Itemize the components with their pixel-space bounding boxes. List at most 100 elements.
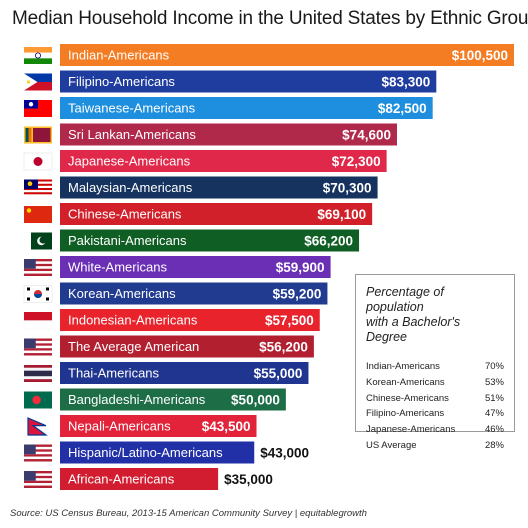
bangladesh-flag-icon [24,391,52,409]
usa-flag-icon [24,259,52,276]
japan-flag-icon [23,152,53,171]
nepal-flag-icon [27,417,48,436]
bar-label: Indonesian-Americans [68,313,198,328]
bar-row: African-Americans $35,000 [24,468,273,490]
bar-label: The Average American [68,339,199,354]
income-bar [60,441,255,464]
edu-percent: 51% [484,392,504,404]
bar-row: Korean-Americans $59,200 [23,282,328,305]
edu-row: Indian-Americans 70% [366,359,504,375]
bar-row: White-Americans $59,900 [24,256,331,278]
bar-value-label: $72,300 [332,154,381,169]
bar-row: Indian-Americans $100,500 [24,44,514,66]
edu-group: Japanese-Americans [366,424,456,436]
bar-value-label: $70,300 [323,181,372,196]
bar-row: Nepali-Americans $43,500 [27,415,257,437]
bar-row: Indonesian-Americans $57,500 [23,309,320,331]
bar-row: Hispanic/Latino-Americans $43,000 [24,441,309,464]
bar-label: Korean-Americans [68,286,176,301]
bar-row: Sri Lankan-Americans $74,600 [24,123,397,146]
bar-value-label: $83,300 [381,75,430,90]
bar-row: The Average American $56,200 [24,335,314,358]
income-bar [60,44,514,66]
bar-label: Hispanic/Latino-Americans [68,445,223,460]
income-bar [60,335,314,358]
bar-label: Japanese-Americans [68,154,191,169]
bar-label: Indian-Americans [68,48,170,63]
bar-value-label: $43,000 [260,446,309,461]
bar-value-label: $59,900 [276,260,325,275]
bar-label: Bangladeshi-Americans [68,392,206,407]
malaysia-flag-icon [24,179,52,197]
edu-percent: 47% [484,408,504,420]
bar-value-label: $59,200 [273,287,322,302]
bar-value-label: $50,000 [231,393,280,408]
bar-label: African-Americans [68,472,175,487]
chart-title: Median Household Income in the United St… [12,8,528,29]
china-flag-icon [24,206,52,223]
edu-group: Korean-Americans [366,376,445,388]
bar-row: Pakistani-Americans $66,200 [24,229,360,252]
source-note: Source: US Census Bureau, 2013-15 Americ… [10,508,367,519]
edu-percent: 28% [484,439,504,451]
bar-label: Nepali-Americans [68,419,171,434]
bar-label: Taiwanese-Americans [68,101,196,116]
income-bar [60,203,373,225]
income-bar [60,388,286,411]
bar-label: White-Americans [68,260,167,275]
edu-percent: 53% [484,376,504,388]
taiwan-flag-icon [24,100,52,117]
bar-row: Bangladeshi-Americans $50,000 [24,388,286,411]
income-bar [60,362,309,384]
income-bar [60,468,219,490]
bar-value-label: $35,000 [224,472,273,487]
edu-row: Japanese-Americans 46% [366,422,504,438]
bar-row: Malaysian-Americans $70,300 [24,176,378,199]
bar-value-label: $43,500 [202,419,251,434]
income-bar [60,415,257,437]
bachelors-degree-table: Percentage of population with a Bachelor… [355,274,515,451]
usa-flag-icon [24,444,52,462]
bar-row: Japanese-Americans $72,300 [23,150,387,172]
income-bar [60,309,320,331]
edu-row: Filipino-Americans 47% [366,406,504,422]
bar-label: Chinese-Americans [68,207,182,222]
income-bar [60,97,433,119]
income-bar [60,282,328,305]
india-flag-icon [24,47,52,64]
south-korea-flag-icon [23,285,53,303]
income-bar [60,150,387,172]
philippines-flag-icon [24,73,52,91]
edu-group: Filipino-Americans [366,408,445,420]
sri-lanka-flag-icon [24,126,52,144]
pakistan-flag-icon [24,232,52,250]
edu-row: Chinese-Americans 51% [366,391,504,407]
edu-percent: 46% [484,424,504,436]
bachelors-degree-title: Percentage of population with a Bachelor… [366,285,461,344]
edu-row: US Average 28% [366,438,504,454]
bar-value-label: $100,500 [452,48,508,63]
bar-label: Sri Lankan-Americans [68,127,196,142]
bar-value-label: $66,200 [304,234,353,249]
income-bar [60,256,331,278]
bar-label: Thai-Americans [68,366,160,381]
bar-row: Taiwanese-Americans $82,500 [24,97,433,119]
bar-value-label: $55,000 [254,366,303,381]
bar-row: Filipino-Americans $83,300 [24,70,437,93]
income-bar [60,229,360,252]
thailand-flag-icon [24,365,52,382]
bar-row: Chinese-Americans $69,100 [24,203,373,225]
bar-value-label: $74,600 [342,128,391,143]
bar-value-label: $57,500 [265,313,314,328]
usa-flag-icon [24,471,52,488]
bar-label: Pakistani-Americans [68,233,187,248]
edu-group: Indian-Americans [366,361,440,372]
bar-row: Thai-Americans $55,000 [24,362,309,384]
income-bar [60,123,397,146]
bar-value-label: $56,200 [259,340,308,355]
bar-value-label: $69,100 [317,207,366,222]
bar-value-label: $82,500 [378,101,427,116]
income-bar [60,70,437,93]
usa-flag-icon [24,338,52,356]
